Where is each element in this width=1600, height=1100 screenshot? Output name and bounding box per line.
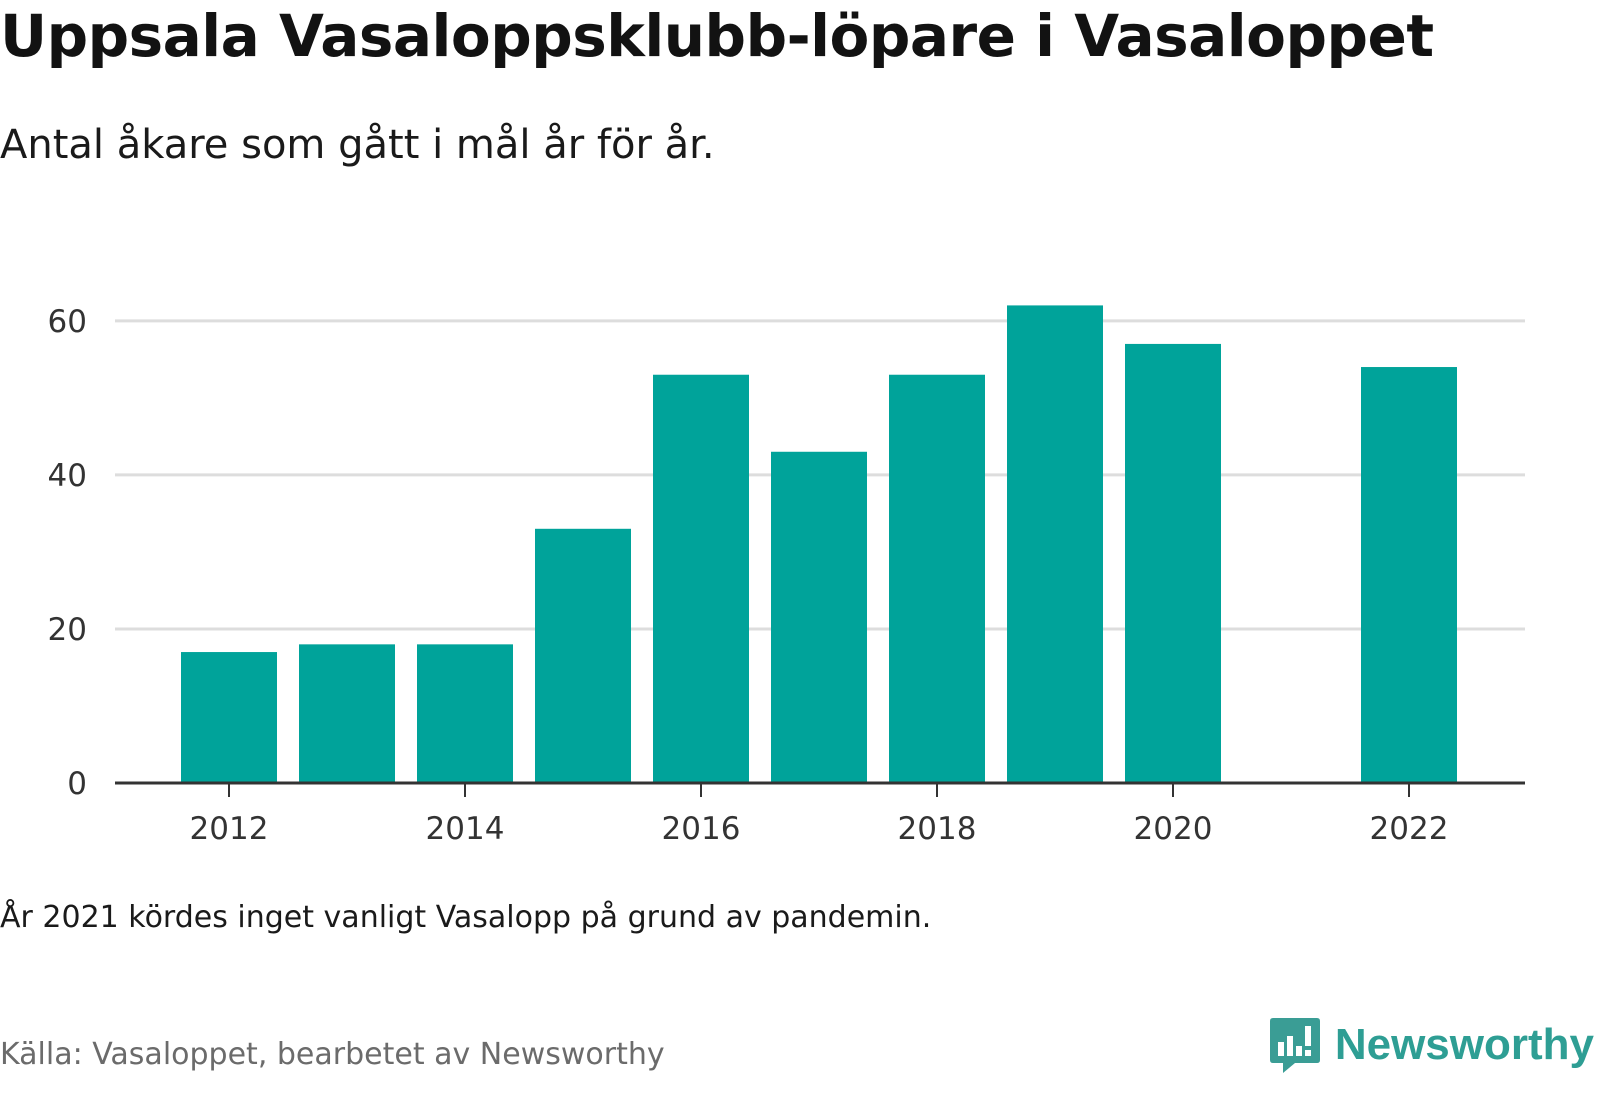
newsworthy-logo-icon xyxy=(1269,1018,1320,1073)
bars xyxy=(181,305,1457,783)
chart-title: Uppsala Vasaloppsklubb-löpare i Vasalopp… xyxy=(0,2,1434,70)
bar-2016 xyxy=(653,374,749,783)
bar-2014 xyxy=(417,644,513,783)
y-tick-label: 0 xyxy=(67,766,87,802)
source-credit: Källa: Vasaloppet, bearbetet av Newswort… xyxy=(0,1037,665,1072)
x-tick-label: 2022 xyxy=(1370,811,1449,847)
y-tick-label: 60 xyxy=(48,304,87,340)
bar-2019 xyxy=(1007,305,1103,783)
y-tick-label: 20 xyxy=(48,612,87,648)
bar-chart: 0 20 40 60 2012 2014 2016 2018 2020 2022 xyxy=(48,304,1525,847)
x-tick-label: 2012 xyxy=(190,811,269,847)
brand-name: Newsworthy xyxy=(1334,1020,1594,1069)
x-tick-label: 2020 xyxy=(1134,811,1213,847)
bar-2017 xyxy=(771,451,867,783)
bar-2012 xyxy=(181,652,277,783)
bar-2015 xyxy=(535,528,631,783)
axes: 0 20 40 60 2012 2014 2016 2018 2020 2022 xyxy=(48,304,1525,847)
chart-note: År 2021 kördes inget vanligt Vasalopp på… xyxy=(0,900,932,935)
bar-2013 xyxy=(299,644,395,783)
y-tick-label: 40 xyxy=(48,458,87,494)
x-tick-label: 2014 xyxy=(426,811,505,847)
bar-2020 xyxy=(1125,343,1221,783)
bar-2022 xyxy=(1361,367,1457,783)
chart-subtitle: Antal åkare som gått i mål år för år. xyxy=(0,122,715,168)
x-tick-label: 2016 xyxy=(662,811,741,847)
brand-logo: Newsworthy xyxy=(1269,1016,1594,1074)
bar-2018 xyxy=(889,374,985,783)
x-tick-label: 2018 xyxy=(898,811,977,847)
